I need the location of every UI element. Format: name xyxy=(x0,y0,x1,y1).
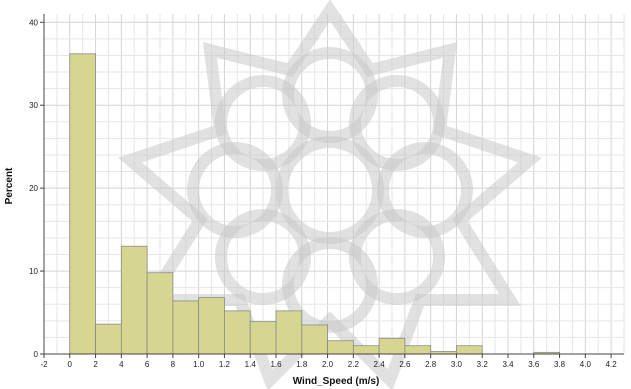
histogram-bar xyxy=(95,323,122,355)
histogram-bar xyxy=(456,345,483,355)
x-tick-label: 2.4 xyxy=(374,360,386,369)
histogram-bar xyxy=(378,337,406,355)
x-tick-label: 3.6 xyxy=(528,360,540,369)
x-axis-title: Wind_Speed (m/s) xyxy=(293,376,380,387)
tick-labels: -2 0 2 4 6 8 1.0 1.2 1.4 1.6 1.8 2.0 2.2 2.4 2.6 2.8 3.0… xyxy=(29,18,617,369)
histogram-bars xyxy=(69,53,560,355)
x-tick-label: 1.6 xyxy=(270,360,282,369)
x-tick-label: 3.8 xyxy=(554,360,566,369)
x-tick-label: 2.8 xyxy=(425,360,437,369)
x-tick-label: 6 xyxy=(145,360,150,369)
histogram-bar xyxy=(249,321,277,355)
histogram-bar xyxy=(275,310,303,355)
watermark-logo xyxy=(118,0,542,389)
x-tick-label: 4.2 xyxy=(606,360,618,369)
x-tick-label: 3.0 xyxy=(451,360,463,369)
histogram-bar xyxy=(120,245,148,355)
axes xyxy=(40,14,624,358)
histogram-bar xyxy=(327,340,354,355)
histogram-bar xyxy=(172,300,200,355)
x-tick-label: 3.2 xyxy=(477,360,489,369)
histogram-bar xyxy=(198,297,225,355)
y-tick-label: 40 xyxy=(29,18,38,27)
x-tick-label: -2 xyxy=(40,360,48,369)
x-tick-label: 1.0 xyxy=(193,360,205,369)
x-tick-label: 2.0 xyxy=(322,360,334,369)
x-tick-label: 0 xyxy=(68,360,73,369)
x-tick-label: 1.4 xyxy=(245,360,257,369)
y-tick-label: 20 xyxy=(29,184,38,193)
y-tick-label: 10 xyxy=(29,267,38,276)
x-tick-label: 1.2 xyxy=(219,360,231,369)
x-tick-label: 2.6 xyxy=(399,360,411,369)
histogram-bar xyxy=(352,345,380,355)
x-tick-label: 4.0 xyxy=(580,360,592,369)
y-tick-label: 30 xyxy=(29,101,38,110)
x-tick-label: 4 xyxy=(119,360,124,369)
x-tick-label: 8 xyxy=(171,360,176,369)
y-tick-label: 0 xyxy=(34,350,39,359)
x-tick-label: 3.4 xyxy=(502,360,514,369)
x-tick-label: 2 xyxy=(93,360,98,369)
x-tick-label: 1.8 xyxy=(296,360,308,369)
histogram-bar xyxy=(69,53,96,355)
y-axis-title: Percent xyxy=(4,167,15,204)
histogram-bar xyxy=(404,345,432,355)
x-tick-label: 2.2 xyxy=(348,360,360,369)
histogram-bar xyxy=(301,324,328,355)
histogram-bar xyxy=(224,310,251,355)
histogram-bar xyxy=(146,272,174,355)
